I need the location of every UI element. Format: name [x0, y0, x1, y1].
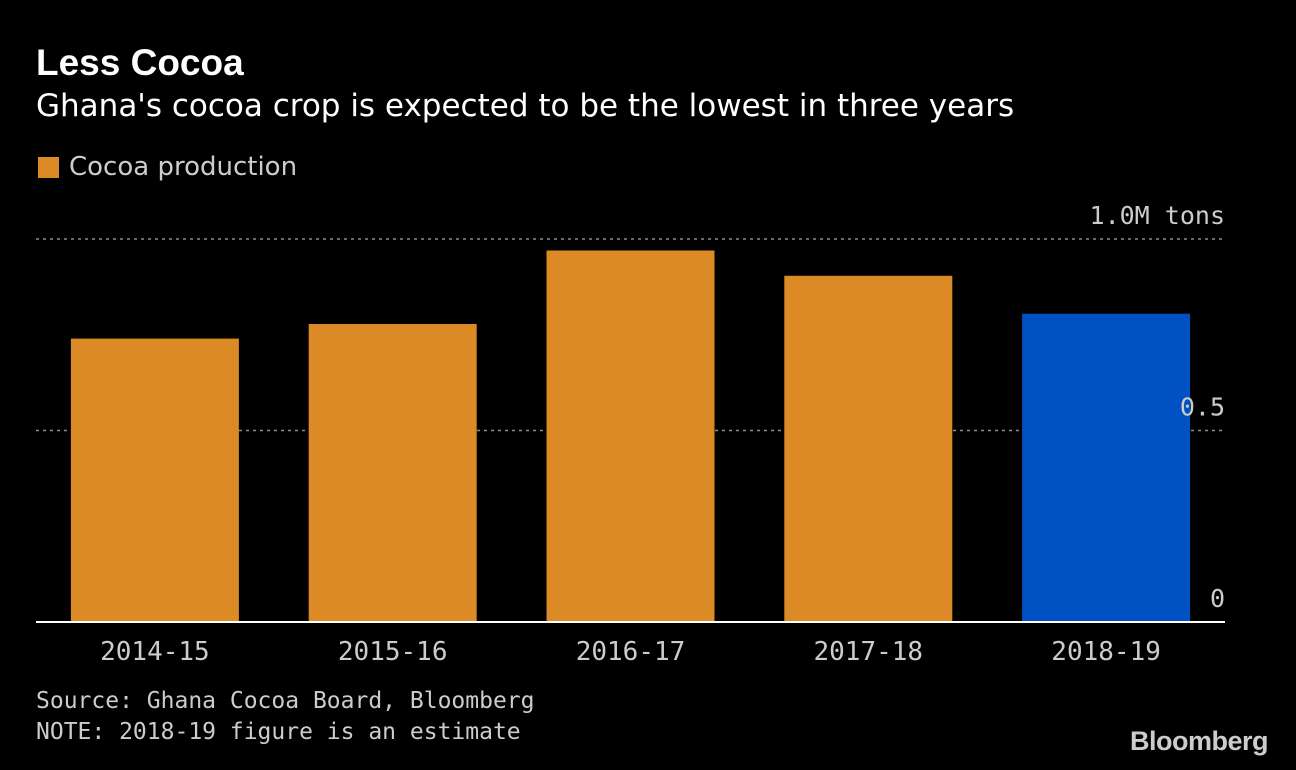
bar-2014-15 [70, 338, 239, 622]
chart-subtitle: Ghana's cocoa crop is expected to be the… [36, 88, 1015, 124]
y-tick-label: 0 [1210, 584, 1225, 613]
x-tick-label: 2015-16 [338, 637, 448, 667]
bar-2016-17 [546, 250, 715, 623]
source-note: Source: Ghana Cocoa Board, Bloomberg NOT… [36, 686, 535, 748]
x-tick-label: 2014-15 [100, 637, 210, 667]
chart-title: Less Cocoa [36, 42, 244, 83]
legend-swatch [38, 156, 59, 178]
legend: Cocoa production [38, 150, 297, 184]
y-tick-label: 1.0M tons [1090, 201, 1225, 230]
note-line: NOTE: 2018-19 figure is an estimate [36, 719, 521, 745]
x-tick-label: 2018-19 [1051, 637, 1161, 667]
bloomberg-logo: Bloomberg [1129, 726, 1269, 756]
x-tick-label: 2016-17 [576, 637, 686, 667]
x-tick-label: 2017-18 [814, 637, 924, 667]
source-line: Source: Ghana Cocoa Board, Bloomberg [36, 688, 535, 714]
bar-2018-19 [1022, 313, 1191, 622]
bar-2015-16 [308, 324, 477, 622]
y-tick-label: 0.5 [1180, 393, 1225, 422]
bar-2017-18 [784, 275, 953, 622]
legend-label: Cocoa production [69, 152, 298, 182]
